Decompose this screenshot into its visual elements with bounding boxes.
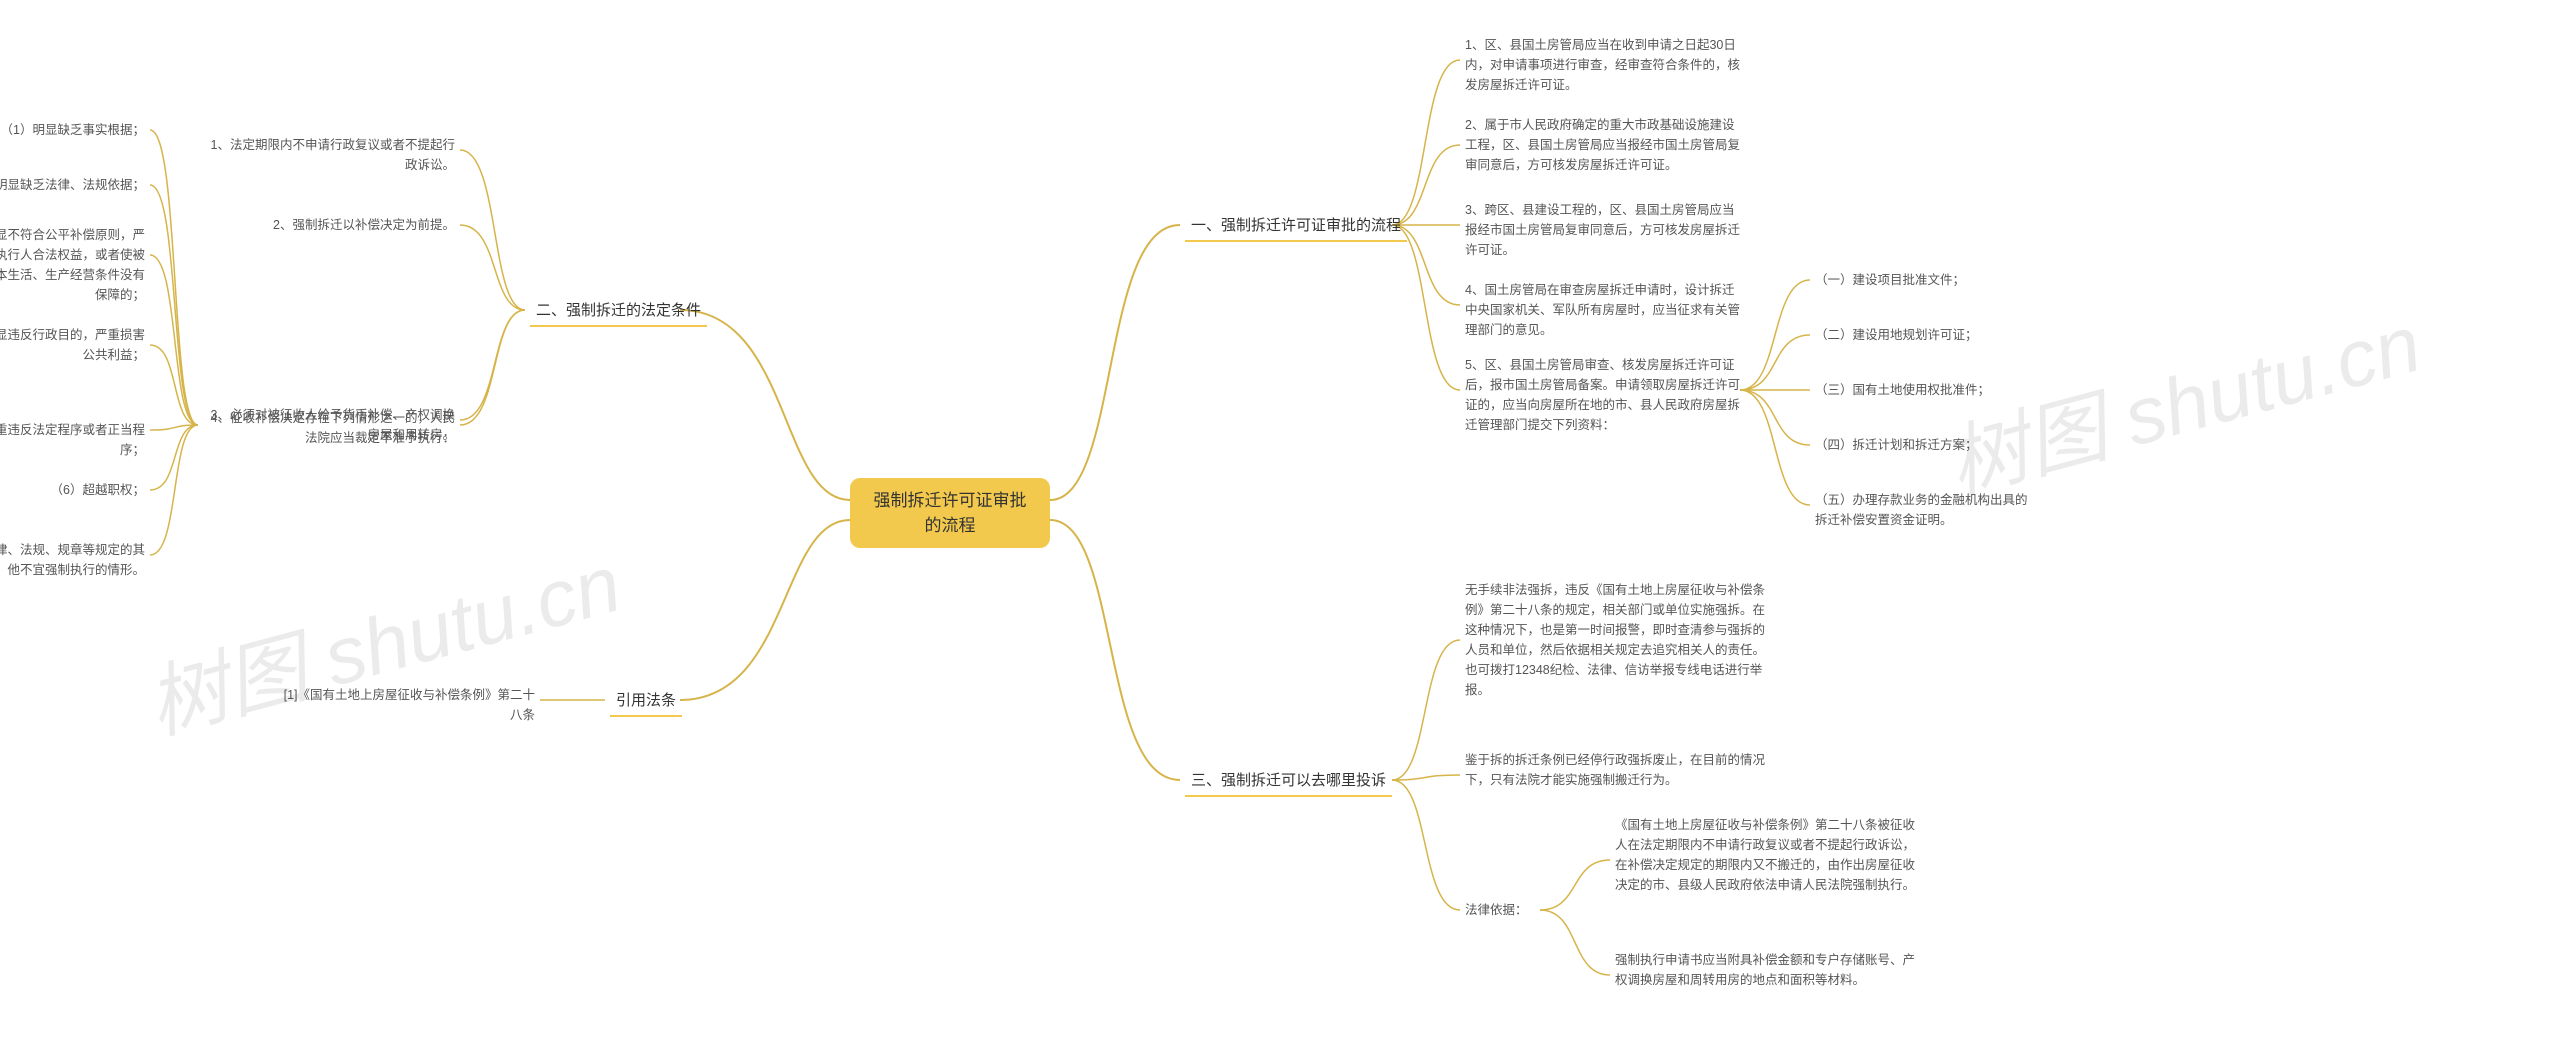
b3-item-1: 无手续非法强拆，违反《国有土地上房屋征收与补偿条例》第二十八条的规定，相关部门或… — [1465, 580, 1765, 700]
b3-item-2: 鉴于拆的拆迁条例已经停行政强拆废止，在目前的情况下，只有法院才能实施强制搬迁行为… — [1465, 750, 1765, 790]
b2-sub4-4: （4）明显违反行政目的，严重损害公共利益； — [0, 325, 145, 365]
watermark: 树图 shutu.cn — [1933, 279, 2431, 516]
b1-sub5-2: （二）建设用地规划许可证； — [1815, 325, 1978, 345]
b2-sub4-7: （7）法律、法规、规章等规定的其他不宜强制执行的情形。 — [0, 540, 145, 580]
b1-sub5-4: （四）拆迁计划和拆迁方案； — [1815, 435, 1978, 455]
branch-3: 三、强制拆迁可以去哪里投诉 — [1185, 768, 1392, 797]
b1-sub5-3: （三）国有土地使用权批准件； — [1815, 380, 1990, 400]
center-node: 强制拆迁许可证审批的流程 — [850, 478, 1050, 548]
branch-2: 二、强制拆迁的法定条件 — [530, 298, 707, 327]
b1-item-4: 4、国土房管局在审查房屋拆迁申请时，设计拆迁中央国家机关、军队所有房屋时，应当征… — [1465, 280, 1745, 340]
b1-item-5: 5、区、县国土房管局审查、核发房屋拆迁许可证后，报市国土房管局备案。申请领取房屋… — [1465, 355, 1745, 435]
b1-sub5-5: （五）办理存款业务的金融机构出具的拆迁补偿安置资金证明。 — [1815, 490, 2035, 530]
b1-item-2: 2、属于市人民政府确定的重大市政基础设施建设工程，区、县国土房管局应当报经市国土… — [1465, 115, 1745, 175]
b3-sub3-2: 强制执行申请书应当附具补偿金额和专户存储账号、产权调换房屋和周转用房的地点和面积… — [1615, 950, 1915, 990]
b1-item-1: 1、区、县国土房管局应当在收到申请之日起30日内，对申请事项进行审查，经审查符合… — [1465, 35, 1745, 95]
b2-sub4-1: （1）明显缺乏事实根据； — [0, 120, 145, 140]
b2-item-1: 1、法定期限内不申请行政复议或者不提起行政诉讼。 — [210, 135, 455, 175]
b2-sub4-2: （2）明显缺乏法律、法规依据； — [0, 175, 145, 195]
b2-sub4-3: （3）明显不符合公平补偿原则，严重损害被执行人合法权益，或者使被执行人基本生活、… — [0, 225, 145, 305]
b2-sub4-6: （6）超越职权； — [0, 480, 145, 500]
b4-item-1: [1]《国有土地上房屋征收与补偿条例》第二十八条 — [280, 685, 535, 725]
b3-sub3-1: 《国有土地上房屋征收与补偿条例》第二十八条被征收人在法定期限内不申请行政复议或者… — [1615, 815, 1915, 895]
b1-item-3: 3、跨区、县建设工程的，区、县国土房管局应当报经市国土房管局复审同意后，方可核发… — [1465, 200, 1745, 260]
b3-item-3: 法律依据： — [1465, 900, 1528, 920]
b2-item-4: 4、征收补偿决定存在下列情形之一的，人民法院应当裁定不准予执行： — [200, 408, 455, 448]
branch-4: 引用法条 — [610, 688, 682, 717]
branch-1: 一、强制拆迁许可证审批的流程 — [1185, 213, 1407, 242]
b1-sub5-1: （一）建设项目批准文件； — [1815, 270, 1965, 290]
b2-sub4-5: （5）严重违反法定程序或者正当程序； — [0, 420, 145, 460]
b2-item-2: 2、强制拆迁以补偿决定为前提。 — [210, 215, 455, 235]
